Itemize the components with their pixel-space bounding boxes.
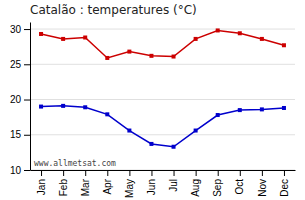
marker — [172, 55, 176, 59]
tick-mark — [41, 170, 42, 176]
marker — [216, 113, 220, 117]
marker — [238, 108, 242, 112]
marker — [149, 142, 153, 146]
tick-label: 20 — [10, 94, 22, 105]
marker — [39, 105, 43, 109]
tick-mark — [24, 100, 30, 101]
series-line — [41, 30, 284, 57]
series-markers — [39, 28, 286, 59]
tick: Jun — [146, 170, 157, 195]
tick-mark — [262, 170, 263, 176]
plot: 10 15 20 25 30 Jan Feb Mar Apr May Jun Jul Aug Sep Oct… — [10, 23, 296, 198]
marker — [61, 104, 65, 108]
axis-line — [31, 170, 296, 171]
tick-label: Aug — [190, 179, 201, 197]
tick-mark — [218, 170, 219, 176]
tick-label: Dec — [279, 179, 290, 197]
grid-line — [30, 99, 295, 100]
tick-label: 25 — [10, 59, 22, 70]
y-axis: 10 15 20 25 30 — [10, 23, 31, 176]
grid-line — [30, 170, 295, 171]
tick: Feb — [58, 170, 69, 196]
tick-label: Jul — [168, 179, 179, 192]
tick-mark — [151, 170, 152, 176]
tick: Apr — [102, 170, 113, 195]
marker — [83, 36, 87, 40]
tick-label: Apr — [102, 178, 113, 194]
tick-mark — [107, 170, 108, 176]
series-markers — [39, 104, 286, 149]
x-axis: Jan Feb Mar Apr May Jun Jul Aug Sep Oct Nov Dec — [31, 170, 296, 198]
grid-line — [30, 134, 295, 135]
tick-label: Jun — [146, 179, 157, 195]
tick-label: Nov — [257, 179, 268, 197]
series-line — [41, 106, 284, 147]
tick-label: Oct — [234, 179, 245, 195]
tick-mark — [174, 170, 175, 176]
tick-mark — [284, 170, 285, 176]
tick-mark — [129, 170, 130, 176]
tick-label: Sep — [212, 179, 223, 197]
marker — [127, 129, 131, 133]
tick-label: 30 — [10, 24, 22, 35]
axis-line — [30, 23, 31, 171]
tick-mark — [24, 64, 30, 65]
tick: Dec — [279, 170, 290, 197]
marks — [39, 28, 286, 148]
tick-mark — [240, 170, 241, 176]
tick: 25 — [10, 59, 30, 70]
tick-mark — [85, 170, 86, 176]
tick-mark — [24, 170, 30, 171]
tick: 30 — [10, 24, 30, 35]
marker — [83, 105, 87, 109]
tick: Mar — [80, 170, 91, 196]
marker — [260, 107, 264, 111]
marker — [282, 106, 286, 110]
tick-mark — [196, 170, 197, 176]
tick-mark — [24, 135, 30, 136]
marker — [149, 54, 153, 58]
grid-line — [30, 64, 295, 65]
tick: Nov — [257, 170, 268, 197]
marker — [238, 31, 242, 35]
marker — [105, 56, 109, 60]
tick-label: Mar — [80, 178, 91, 196]
marker — [61, 37, 65, 41]
chart: 10 15 20 25 30 Jan Feb Mar Apr May Jun Jul Aug Sep Oct… — [0, 0, 305, 200]
tick: 15 — [10, 129, 30, 140]
grid — [30, 29, 295, 170]
marker — [127, 50, 131, 54]
tick: May — [124, 170, 135, 198]
tick: 10 — [10, 165, 30, 176]
marker — [39, 32, 43, 36]
tick: Jul — [168, 170, 179, 192]
marker — [216, 28, 220, 32]
annotation: www.allmetsat.com — [34, 159, 116, 168]
tick: Oct — [234, 170, 245, 195]
tick-mark — [63, 170, 64, 176]
marker — [260, 37, 264, 41]
tick-label: Feb — [58, 179, 69, 197]
tick-label: Jan — [36, 179, 47, 195]
title: Catalão : temperatures (°C) — [30, 3, 197, 17]
tick: Sep — [212, 170, 223, 197]
tick: Aug — [190, 170, 201, 197]
tick: Jan — [36, 170, 47, 195]
tick-label: 10 — [10, 165, 22, 176]
marker — [282, 43, 286, 47]
tick-label: May — [124, 179, 135, 198]
tick-label: 15 — [10, 129, 22, 140]
marker — [194, 129, 198, 133]
tick-mark — [24, 29, 30, 30]
grid-line — [30, 29, 295, 30]
marker — [105, 112, 109, 116]
marker — [194, 37, 198, 41]
tick: 20 — [10, 94, 30, 105]
marker — [172, 145, 176, 149]
